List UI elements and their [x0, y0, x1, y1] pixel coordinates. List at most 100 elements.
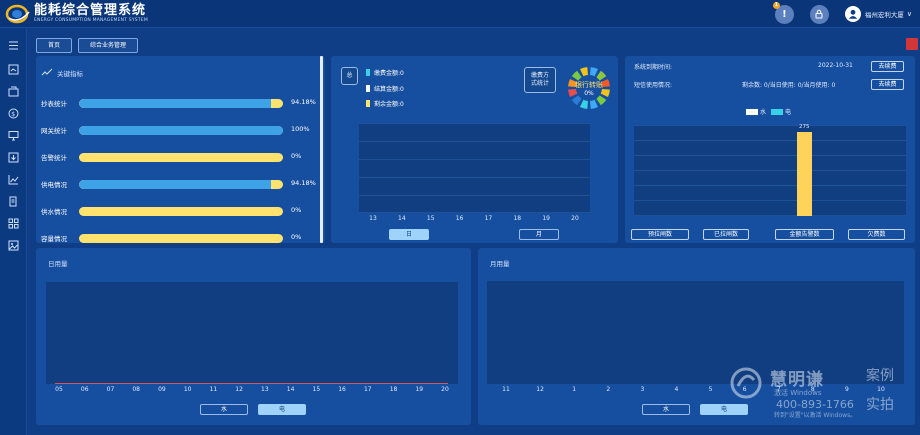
ring-segment [590, 99, 599, 109]
user-name[interactable]: 福州宏利大厦 [864, 11, 904, 19]
metric-percent: 0% [291, 233, 302, 241]
watermark-windows-1: 激活 Windows [774, 389, 822, 397]
watermark-windows-2: 转到"设置"以激活 Windows。 [774, 412, 857, 419]
notification-badge: 1 [772, 1, 780, 9]
cutoff-button[interactable]: 已拉闸数 [703, 229, 749, 240]
menu-icon[interactable] [8, 40, 19, 51]
apps-icon[interactable] [8, 218, 19, 229]
report-icon[interactable] [8, 196, 19, 207]
axis-tick-label: 19 [415, 386, 424, 393]
renew-sms-button[interactable]: 去续费 [871, 79, 904, 90]
monthly-toggle-water[interactable]: 水 [642, 404, 690, 415]
alert-button[interactable]: ! 1 [772, 1, 794, 24]
metric-progress-fill [79, 126, 283, 135]
tab-business[interactable]: 综合业务管理 [78, 38, 138, 53]
axis-tick-label: 8 [810, 386, 815, 393]
gallery-icon[interactable] [8, 240, 19, 251]
watermark-case: 案例 [866, 368, 894, 384]
axis-tick-label: 2 [606, 386, 611, 393]
axis-tick-label: 09 [158, 386, 166, 393]
metric-label: 告警统计 [41, 154, 67, 162]
daily-toggle-water[interactable]: 水 [200, 404, 248, 415]
meter-icon[interactable] [8, 64, 19, 75]
axis-tick-label: 5 [708, 386, 713, 393]
axis-tick-label: 15 [426, 215, 435, 222]
watermark-logo-icon [730, 367, 762, 399]
axis-tick-label: 19 [542, 215, 550, 222]
monthly-usage-title: 月用量 [490, 260, 510, 268]
app-title: 能耗综合管理系统 [34, 2, 147, 18]
axis-tick-label: 07 [106, 386, 115, 393]
axis-tick-label: 14 [286, 386, 295, 393]
ring-segment [571, 70, 582, 81]
legend-power-swatch [771, 109, 783, 115]
logo-icon [5, 4, 30, 23]
bar-value-label: 275 [799, 124, 810, 130]
watermark: 慧明谦 案例 激活 Windows 400-893-1766 实拍 转到"设置"… [718, 362, 918, 422]
legend-power-label: 电 [785, 109, 792, 116]
metric-label: 供水情况 [41, 208, 67, 216]
ring-segment [571, 95, 582, 106]
metric-percent: 94.18% [291, 98, 316, 106]
download-icon[interactable] [8, 152, 19, 163]
axis-tick-label: 08 [132, 386, 140, 393]
toggle-day[interactable]: 日 [389, 229, 429, 240]
expire-date: 2022-10-31 [818, 62, 853, 69]
trend-icon[interactable] [8, 174, 19, 185]
chevron-down-icon[interactable]: ∨ [906, 10, 912, 18]
app-subtitle: ENERGY CONSUMPTION MANAGEMENT SYSTEM [34, 17, 148, 23]
monitor-icon[interactable] [8, 130, 19, 141]
monthly-chart-area [487, 281, 904, 384]
axis-tick-label: 13 [369, 215, 377, 222]
daily-usage-title: 日用量 [48, 260, 68, 268]
svg-text:$: $ [11, 111, 15, 118]
daily-toggle-power[interactable]: 电 [258, 404, 306, 415]
ring-segment [596, 95, 607, 106]
metric-progress-fill [79, 99, 272, 108]
ring-segment [579, 67, 588, 77]
legend-item: 剩余金额:0 [366, 99, 404, 108]
money-icon[interactable]: $ [8, 108, 19, 119]
axis-tick-label: 18 [513, 215, 522, 222]
arrears-button[interactable]: 欠费数 [848, 229, 905, 240]
axis-tick-label: 10 [877, 386, 885, 393]
sidebar: $ [0, 29, 27, 435]
axis-tick-label: 11 [502, 386, 510, 393]
axis-tick-label: 10 [183, 386, 192, 393]
payment-method-bubble: 缴费方 式统计 [524, 67, 556, 93]
metric-percent: 0% [291, 206, 302, 214]
sms-label: 短信使用情况: [634, 82, 673, 89]
metric-progress-bar [79, 234, 283, 243]
total-bubble: 总 [341, 67, 358, 85]
renew-button[interactable]: 去续费 [871, 61, 904, 72]
payment-chart-area [359, 123, 590, 213]
metric-progress-fill [79, 180, 272, 189]
axis-tick-label: 20 [571, 215, 579, 222]
metric-label: 供电情况 [41, 181, 67, 189]
avatar[interactable] [844, 6, 861, 22]
package-icon[interactable] [8, 86, 19, 97]
axis-tick-label: 11 [209, 386, 218, 393]
metric-percent: 100% [291, 125, 310, 133]
axis-tick-label: 7 [776, 386, 781, 393]
app-header: 能耗综合管理系统 ENERGY CONSUMPTION MANAGEMENT S… [0, 0, 920, 28]
key-metrics-title: 关键指标 [57, 70, 83, 78]
metric-progress-bar [79, 180, 283, 189]
axis-tick-label: 05 [55, 386, 63, 393]
expire-label: 系统到期时间: [634, 64, 673, 71]
daily-chart-area [46, 282, 458, 384]
close-tabs-button[interactable] [906, 38, 918, 50]
monthly-toggle-power[interactable]: 电 [700, 404, 748, 415]
lock-button[interactable] [809, 4, 829, 24]
axis-tick-label: 17 [484, 215, 493, 222]
metric-label: 抄表统计 [41, 100, 67, 108]
sms-info: 剩余数: 0/当日使用: 0/当月使用: 0 [742, 82, 836, 89]
toggle-month[interactable]: 月 [519, 229, 559, 240]
amount-alarm-button[interactable]: 金额告警数 [775, 229, 834, 240]
metric-percent: 94.18% [291, 179, 316, 187]
pre-cutoff-button[interactable]: 预拉闸数 [631, 229, 689, 240]
legend-item: 缴费金额:0 [366, 68, 404, 77]
panel-scrollbar[interactable] [320, 56, 323, 243]
tab-home[interactable]: 首页 [36, 38, 72, 53]
metric-progress-bar [79, 207, 283, 216]
